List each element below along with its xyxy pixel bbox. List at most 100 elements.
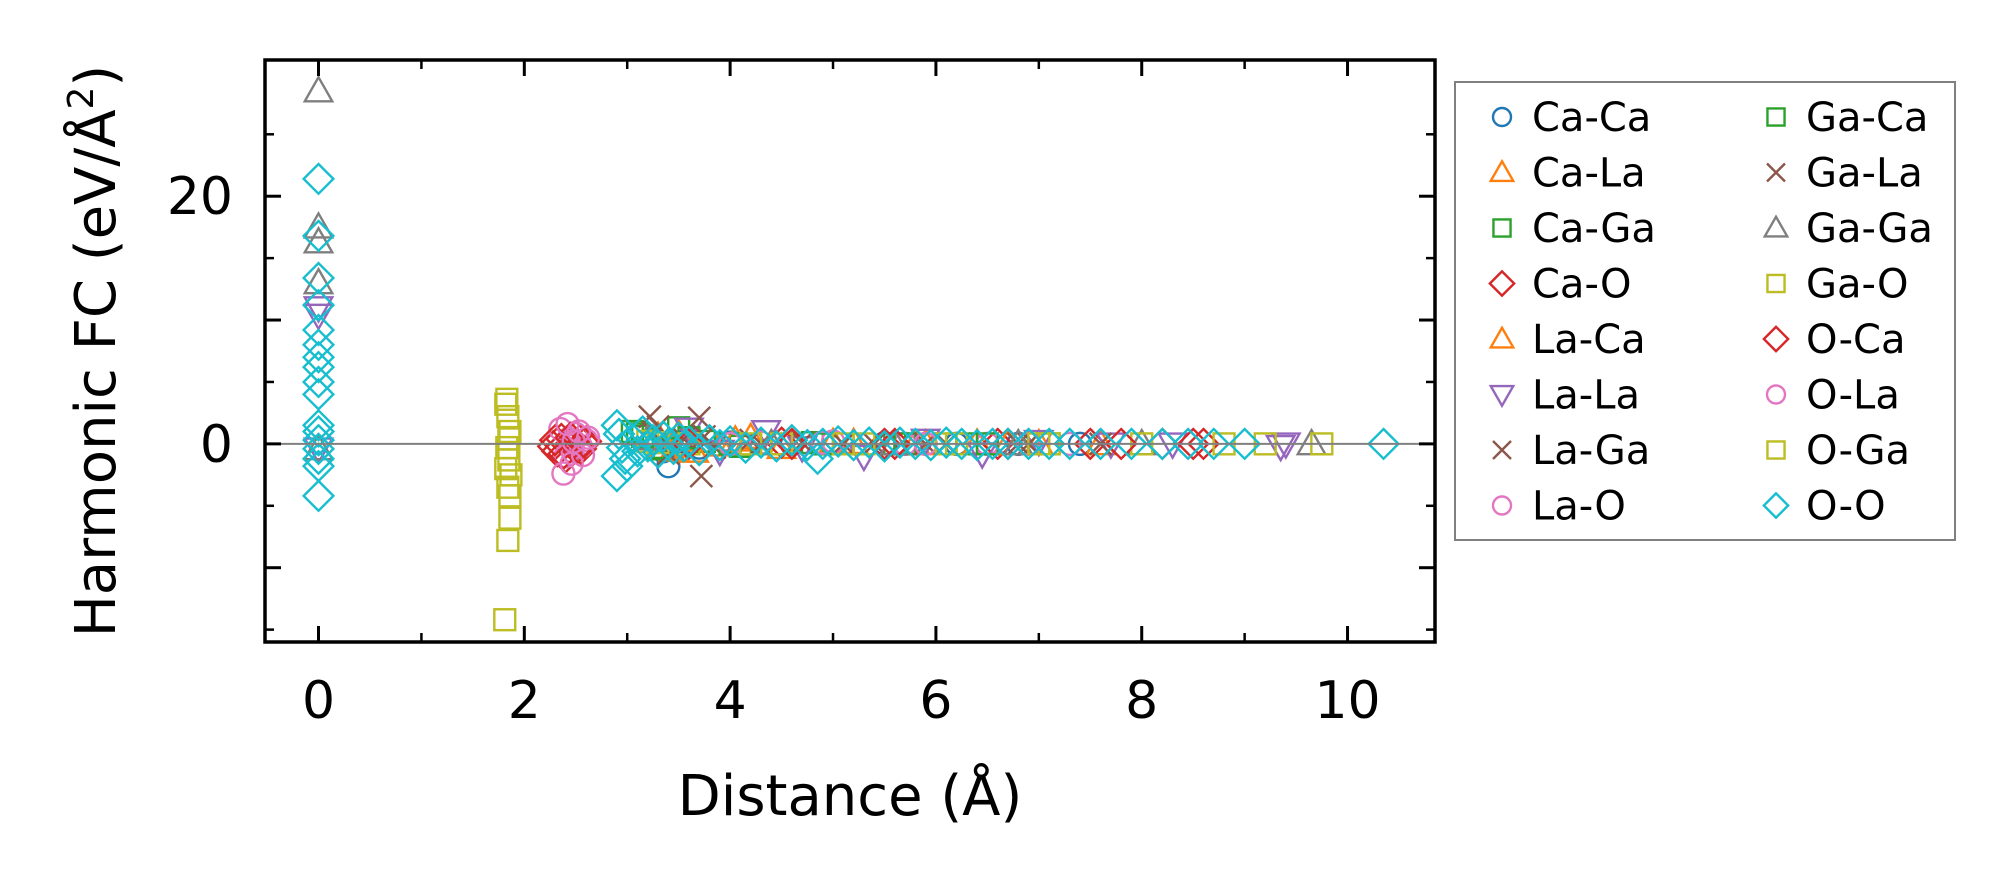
data-point: [1367, 427, 1401, 461]
data-point: [960, 428, 994, 462]
data-point: [301, 479, 336, 513]
data-point: [496, 475, 520, 499]
legend-label: Ga-Ga: [1806, 206, 1933, 252]
legend-label: O-Ca: [1806, 317, 1905, 363]
legend-marker: [1762, 325, 1790, 353]
data-point: [673, 417, 705, 446]
data-point: [302, 303, 335, 332]
legend-marker: [1488, 269, 1516, 298]
data-point: [302, 211, 335, 239]
x-tick-label: 2: [508, 671, 541, 731]
legend-entry: La-La: [1488, 373, 1640, 419]
legend-entry: La-O: [1491, 484, 1626, 530]
plot-frame: [263, 58, 1437, 644]
data-point: [608, 442, 642, 476]
data-point: [302, 74, 335, 103]
data-point: [301, 408, 336, 442]
legend-marker: [1492, 218, 1512, 238]
legend-marker: [1488, 325, 1516, 349]
data-point: [620, 434, 655, 468]
data-point: [1084, 427, 1118, 461]
legend-label: O-La: [1806, 373, 1900, 419]
legend-label: La-La: [1532, 373, 1640, 419]
data-point: [1264, 434, 1297, 463]
data-point: [301, 414, 336, 449]
data-point: [496, 528, 520, 553]
legend-label: La-Ca: [1532, 317, 1646, 363]
legend-entry: Ga-Ga: [1762, 206, 1933, 252]
data-point: [682, 433, 716, 467]
data-point: [981, 427, 1015, 461]
data-point: [1269, 432, 1302, 461]
legend-label: Ga-O: [1806, 262, 1909, 308]
legend-label: Ca-Ga: [1532, 206, 1656, 252]
legend-label: O-Ga: [1806, 428, 1910, 474]
data-point: [301, 219, 336, 253]
data-point: [713, 424, 747, 458]
data-point: [775, 427, 809, 461]
data-point: [615, 422, 649, 456]
legend-entry: O-Ca: [1762, 317, 1905, 363]
data-point: [687, 406, 712, 430]
legend-entry: Ca-La: [1488, 151, 1646, 197]
data-point: [883, 426, 917, 460]
series-ga-ga: [302, 74, 1328, 461]
legend-label: La-O: [1532, 484, 1626, 530]
legend-entry: Ga-O: [1766, 262, 1909, 308]
y-axis-label-close: ): [64, 65, 129, 87]
legend-marker: [1492, 440, 1512, 460]
data-point: [600, 408, 634, 442]
data-point: [689, 464, 714, 488]
data-point: [610, 449, 644, 483]
x-tick-label: 6: [919, 671, 952, 731]
data-point: [495, 387, 519, 411]
data-point: [301, 350, 336, 384]
data-point: [790, 430, 814, 455]
x-tick-label: 4: [714, 671, 747, 731]
data-point: [790, 428, 824, 462]
data-point: [301, 313, 336, 347]
legend-label: O-O: [1806, 484, 1886, 530]
data-point: [301, 288, 336, 322]
data-point: [837, 428, 871, 462]
data-point: [729, 431, 763, 465]
legend-entry: O-La: [1765, 373, 1900, 419]
axis-ticks: [265, 60, 1435, 642]
x-tick-label: 10: [1314, 671, 1380, 731]
legend-entry: Ca-O: [1488, 262, 1631, 308]
data-point: [662, 421, 696, 455]
data-point: [929, 426, 963, 460]
legend-entry: Ca-Ca: [1491, 95, 1651, 141]
x-axis-label: Distance (Å): [678, 763, 1023, 829]
data-point: [497, 427, 521, 451]
data-point: [494, 456, 518, 481]
data-point: [301, 377, 336, 411]
legend-entry: Ga-Ca: [1766, 95, 1928, 141]
data-point: [759, 429, 793, 463]
legend-marker: [1762, 491, 1790, 520]
data-point: [301, 340, 336, 374]
legend-marker: [1765, 384, 1787, 405]
data-point: [496, 404, 520, 429]
legend-marker: [1766, 162, 1786, 183]
legend-marker: [1766, 107, 1786, 127]
legend-entry: La-Ga: [1492, 428, 1650, 474]
data-point: [301, 423, 336, 457]
data-point: [301, 328, 336, 362]
y-axis-label-exponent: 2: [61, 87, 102, 110]
legend-entry: La-Ca: [1488, 317, 1646, 363]
legend-marker: [1762, 214, 1790, 238]
legend-marker: [1491, 106, 1513, 128]
legend-entry: Ga-La: [1766, 151, 1923, 197]
data-point: [703, 428, 737, 462]
data-point: [301, 442, 336, 476]
legend-box: [1454, 81, 1956, 541]
data-point: [692, 423, 727, 457]
legend-marker: [1766, 440, 1786, 460]
y-axis-label: Harmonic FC (eV/Å2): [61, 65, 129, 638]
data-point: [575, 425, 601, 450]
x-tick-label: 8: [1125, 671, 1158, 731]
data-point: [1171, 427, 1205, 461]
data-point: [1002, 427, 1035, 456]
data-point: [301, 261, 336, 295]
